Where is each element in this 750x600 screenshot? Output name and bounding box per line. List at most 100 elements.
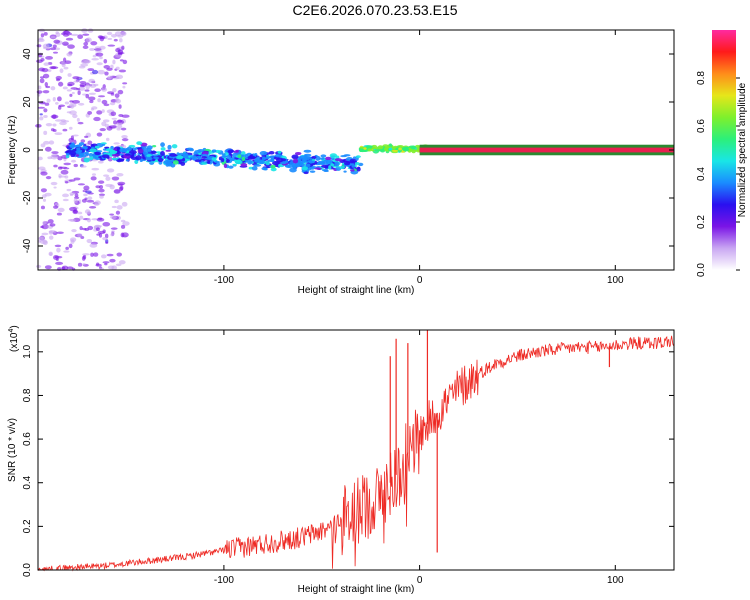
heatmap-cell xyxy=(86,238,93,244)
heatmap-cell xyxy=(126,146,132,152)
heatmap-cell xyxy=(77,121,84,125)
snr-panel: -100 0 100 0.0 0.2 0.4 0.6 0.8 1.0 Height of st… xyxy=(7,325,675,595)
heatmap-cell xyxy=(112,87,117,93)
heatmap-cell xyxy=(113,120,118,125)
heatmap-cell xyxy=(339,165,345,170)
heatmap-cell xyxy=(92,54,97,58)
heatmap-cell xyxy=(377,145,384,150)
x-tick-label: -100 xyxy=(214,575,234,586)
heatmap-cell xyxy=(75,154,80,157)
heatmap-cell xyxy=(334,161,340,167)
heatmap-cell xyxy=(58,173,62,179)
colorbar-gradient xyxy=(712,30,736,270)
heatmap-cell xyxy=(109,149,116,153)
heatmap-cell xyxy=(117,89,124,95)
heatmap-cell xyxy=(62,30,71,35)
heatmap-cell xyxy=(233,159,242,163)
heatmap-cell xyxy=(95,263,102,267)
heatmap-cell xyxy=(121,201,128,207)
heatmap-cell xyxy=(85,93,90,99)
heatmap-cell xyxy=(39,78,45,84)
heatmap-cell xyxy=(99,56,103,60)
heatmap-cell xyxy=(63,66,69,70)
heatmap-cell xyxy=(74,193,79,198)
heatmap-cell xyxy=(93,48,102,51)
snr-y-multiplier: (x104) xyxy=(8,325,20,352)
y-tick-label: 0.6 xyxy=(22,432,33,446)
heatmap-cell xyxy=(43,62,50,66)
heatmap-cell xyxy=(43,32,48,36)
heatmap-cell xyxy=(48,140,55,145)
y-tick-label: 0 xyxy=(22,147,33,153)
heatmap-cell xyxy=(120,224,126,229)
heatmap-cell xyxy=(329,153,338,159)
heatmap-cell xyxy=(103,103,110,107)
heatmap-cell xyxy=(113,142,120,145)
heatmap-cell xyxy=(54,244,62,248)
heatmap-cell xyxy=(324,156,332,161)
snr-series-line xyxy=(37,335,674,572)
heatmap-cell xyxy=(110,233,115,237)
heatmap-cell xyxy=(55,75,62,80)
heatmap-cell xyxy=(90,108,95,111)
heatmap-cell xyxy=(66,89,72,92)
heatmap-cell xyxy=(151,154,159,157)
heatmap-cell xyxy=(91,57,99,61)
heatmap-cell xyxy=(43,140,50,145)
heatmap-cell xyxy=(52,128,57,132)
heatmap-cell xyxy=(107,265,115,270)
heatmap-cell xyxy=(121,114,130,118)
heatmap-cell xyxy=(175,155,184,160)
heatmap-cell xyxy=(88,92,97,95)
heatmap-cell xyxy=(294,151,302,156)
heatmap-cell xyxy=(47,219,54,224)
heatmap-cell xyxy=(57,105,62,110)
heatmap-cell xyxy=(189,156,196,159)
heatmap-cell xyxy=(214,160,221,164)
heatmap-cell xyxy=(50,154,58,160)
heatmap-cell xyxy=(362,148,368,152)
heatmap-cell xyxy=(160,142,165,148)
heatmap-cell xyxy=(344,160,351,166)
heatmap-cell xyxy=(95,227,100,232)
heatmap-cell xyxy=(52,123,57,127)
heatmap-cell xyxy=(411,145,416,150)
heatmap-cell xyxy=(102,222,111,227)
heatmap-cell xyxy=(270,158,275,163)
x-tick-label: -100 xyxy=(214,275,234,286)
heatmap-cell xyxy=(89,206,97,209)
heatmap-cell xyxy=(118,69,127,73)
heatmap-cell xyxy=(211,157,217,161)
heatmap-cell xyxy=(64,60,72,65)
heatmap-cell xyxy=(145,156,153,161)
heatmap-cell xyxy=(106,253,114,257)
heatmap-cell xyxy=(83,42,89,46)
heatmap-cell xyxy=(96,110,103,115)
heatmap-cell xyxy=(328,165,332,170)
heatmap-cell xyxy=(73,80,80,83)
heatmap-cell xyxy=(41,232,49,236)
heatmap-cell xyxy=(120,127,127,131)
heatmap-cell xyxy=(240,163,248,167)
heatmap-cell xyxy=(106,168,115,173)
heatmap-cell xyxy=(106,31,113,36)
heatmap-cell xyxy=(115,122,123,126)
heatmap-cell xyxy=(281,158,287,162)
heatmap-cell xyxy=(62,198,69,202)
heatmap-cell xyxy=(111,176,120,181)
heatmap-cell xyxy=(121,138,129,142)
heatmap-cell xyxy=(55,261,64,265)
heatmap-cell xyxy=(291,154,299,160)
heatmap-cell xyxy=(97,230,106,235)
heatmap-cell xyxy=(89,243,98,248)
heatmap-cell xyxy=(55,101,59,105)
heatmap-cell xyxy=(226,154,232,160)
heatmap-cell xyxy=(52,97,56,102)
heatmap-cell xyxy=(110,99,117,103)
heatmap-cell xyxy=(321,164,329,168)
heatmap-cell xyxy=(270,164,276,169)
spectrogram-y-ticks: -40 -20 0 20 40 xyxy=(22,48,674,253)
heatmap-cell xyxy=(86,217,92,223)
heatmap-cell xyxy=(81,227,87,231)
heatmap-cell xyxy=(167,161,173,167)
